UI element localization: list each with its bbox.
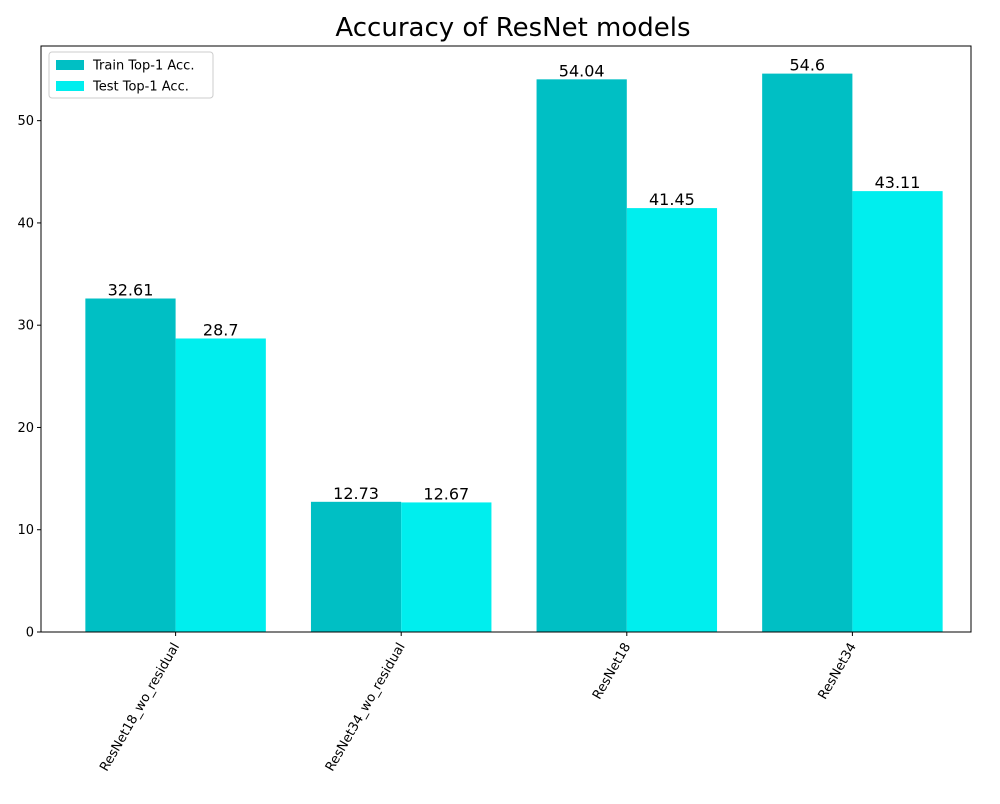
chart-title: Accuracy of ResNet models <box>335 13 690 43</box>
bars-layer <box>85 73 943 633</box>
y-tick-label: 30 <box>17 319 34 334</box>
bar-train-2 <box>536 79 627 633</box>
data-label: 41.45 <box>649 190 695 209</box>
x-tick-label: ResNet18 <box>590 641 634 703</box>
bar-test-0 <box>175 338 266 632</box>
y-tick-label: 50 <box>17 114 34 129</box>
plot-frame <box>40 45 972 633</box>
data-label: 54.6 <box>789 56 825 75</box>
data-label: 28.7 <box>203 320 239 339</box>
legend-swatch-train <box>56 60 84 70</box>
x-tick-label: ResNet18_wo_residual <box>97 641 183 775</box>
legend-label: Train Top-1 Acc. <box>92 59 194 74</box>
bar-train-0 <box>85 298 176 632</box>
y-tick-label: 20 <box>17 421 34 436</box>
bar-train-1 <box>310 501 402 632</box>
data-label: 32.61 <box>108 281 154 300</box>
legend-swatch-test <box>56 81 84 91</box>
bar-labels-layer: 32.61 12.73 54.04 54.6 28.7 12.67 41.45 43.11 <box>108 56 921 504</box>
legend-label: Test Top-1 Acc. <box>92 80 189 95</box>
data-label: 12.73 <box>333 484 379 503</box>
chart-legend: Train Top-1 Acc. Test Top-1 Acc. <box>48 51 214 99</box>
data-label: 43.11 <box>875 173 921 192</box>
y-tick-label: 10 <box>17 523 34 538</box>
data-label: 54.04 <box>559 61 605 80</box>
x-tick-label: ResNet34_wo_residual <box>323 641 409 775</box>
bar-train-3 <box>762 73 853 633</box>
data-label: 12.67 <box>423 484 469 503</box>
bar-test-2 <box>626 208 718 632</box>
y-tick-label: 0 <box>26 626 34 641</box>
bar-test-1 <box>401 502 492 632</box>
y-tick-label: 40 <box>17 216 34 231</box>
x-tick-label: ResNet34 <box>816 641 860 703</box>
bar-test-3 <box>852 191 943 632</box>
legend-box <box>48 51 214 99</box>
